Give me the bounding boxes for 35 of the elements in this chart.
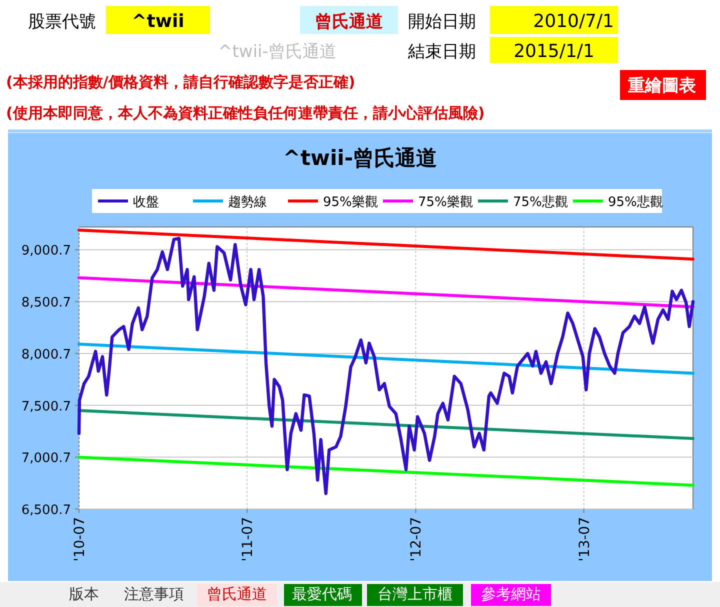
text: 重繪圖表	[627, 76, 697, 96]
text: (本採用的指數/價格資料，請自行確認數字是否正確)	[6, 73, 356, 91]
text: 曾氏通道	[315, 12, 383, 32]
x-tick-label: '12-07	[408, 517, 425, 562]
text: 開始日期	[408, 12, 476, 32]
legend-label: 趨勢線	[228, 195, 267, 210]
y-tick-label: 8,000.7	[21, 347, 71, 362]
text: 股票代號	[28, 12, 96, 32]
x-tick-label: '10-07	[72, 517, 88, 562]
text: 2015/1/1	[514, 41, 594, 62]
x-tick-label: '11-07	[240, 517, 256, 562]
y-tick-label: 7,000.7	[21, 451, 71, 466]
text: 版本	[69, 585, 99, 603]
legend-label: 75%悲觀	[513, 195, 568, 210]
text: 參考網站	[481, 585, 541, 603]
text: 注意事項	[124, 585, 184, 603]
line-series	[77, 236, 695, 496]
text: ^twii-曾氏通道	[218, 42, 336, 62]
text: 台灣上市櫃	[378, 585, 452, 603]
text: ^twii	[132, 11, 184, 32]
text: 2010/7/1	[533, 11, 614, 32]
chart-title: ^twii-曾氏通道	[282, 146, 438, 170]
text: 曾氏通道	[207, 585, 267, 603]
legend-label: 75%樂觀	[418, 195, 473, 210]
y-tick-label: 7,500.7	[21, 399, 71, 414]
legend-label: 95%樂觀	[323, 195, 378, 210]
legend-label: 收盤	[133, 195, 159, 210]
text: 最愛代碼	[292, 585, 352, 603]
x-tick-label: '13-07	[576, 517, 593, 562]
y-tick-label: 9,000.7	[21, 244, 71, 259]
y-tick-label: 8,500.7	[21, 296, 71, 311]
legend-label: 95%悲觀	[608, 195, 663, 210]
text: 結束日期	[407, 42, 476, 62]
text: (使用本即同意，本人不為資料正確性負任何連帶責任，請小心評估風險)	[6, 104, 485, 122]
y-tick-label: 6,500.7	[21, 503, 71, 518]
